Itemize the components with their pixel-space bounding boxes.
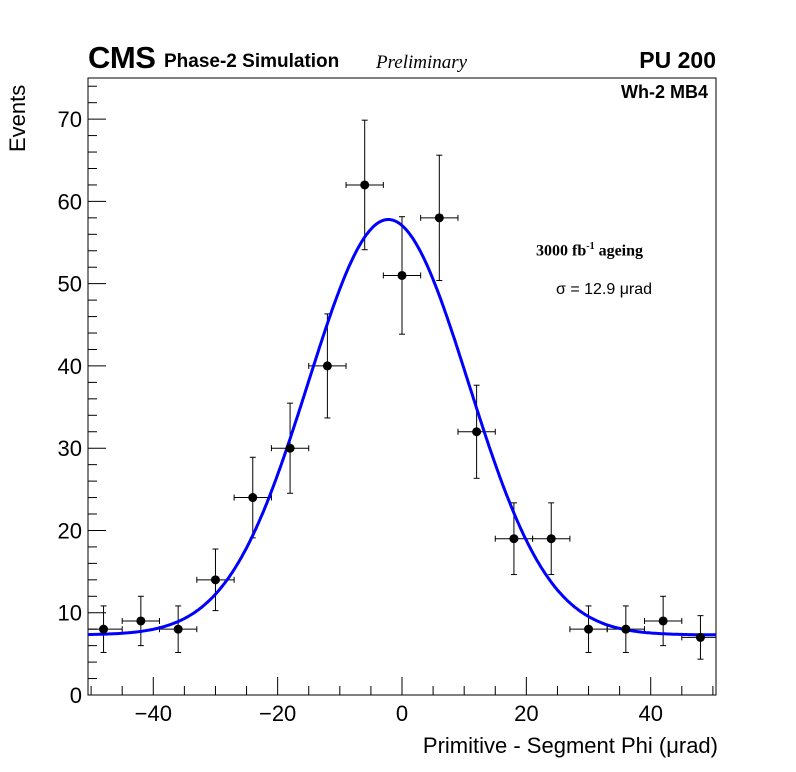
data-point	[695, 632, 705, 642]
data-point	[360, 180, 370, 190]
data-point	[210, 575, 220, 585]
y-tick-label: 0	[70, 683, 82, 708]
x-axis-label: Primitive - Segment Phi (μrad)	[422, 733, 718, 758]
data-point	[472, 427, 482, 437]
ageing-label: 3000 fb-1 ageing	[536, 241, 643, 260]
data-point	[509, 534, 519, 544]
data-point	[546, 534, 556, 544]
chamber-label: Wh-2 MB4	[621, 82, 708, 102]
data-point	[173, 624, 183, 634]
error-bars	[87, 119, 717, 660]
y-tick-label: 30	[58, 436, 82, 461]
sigma-label: σ = 12.9 μrad	[556, 281, 653, 298]
axis-ticks	[88, 85, 714, 696]
data-point	[248, 493, 258, 503]
data-point	[285, 443, 295, 453]
x-tick-label: 20	[514, 701, 538, 726]
data-point	[397, 270, 407, 280]
ageing-suffix: ageing	[594, 242, 644, 260]
pileup-label: PU 200	[639, 47, 716, 73]
data-point	[621, 624, 631, 634]
data-point	[658, 616, 668, 626]
cms-label: CMS	[88, 40, 156, 75]
data-point	[136, 616, 146, 626]
x-tick-labels: −40 −20 0 20 40	[135, 701, 663, 726]
y-tick-labels: 0 10 20 30 40 50 60 70	[58, 107, 82, 708]
x-tick-label: −40	[135, 701, 172, 726]
fit-curve	[87, 218, 716, 637]
y-axis-label: Events	[5, 84, 30, 152]
x-tick-label: 40	[638, 701, 662, 726]
y-tick-label: 40	[58, 354, 82, 379]
data-point	[434, 213, 444, 223]
data-point	[322, 361, 332, 371]
phase-label: Phase-2 Simulation	[164, 51, 340, 72]
ageing-prefix: 3000 fb	[536, 242, 587, 260]
preliminary-label: Preliminary	[376, 52, 468, 73]
data-points	[99, 180, 705, 642]
data-point	[584, 624, 594, 634]
y-tick-label: 10	[58, 601, 82, 626]
plot-frame	[87, 77, 717, 696]
y-tick-label: 60	[58, 189, 82, 214]
y-tick-label: 50	[58, 272, 82, 297]
data-point	[99, 624, 109, 634]
y-tick-label: 70	[58, 107, 82, 132]
ageing-exponent: -1	[586, 241, 595, 252]
x-tick-label: 0	[396, 701, 408, 726]
x-tick-label: −20	[259, 701, 296, 726]
y-tick-label: 20	[58, 518, 82, 543]
